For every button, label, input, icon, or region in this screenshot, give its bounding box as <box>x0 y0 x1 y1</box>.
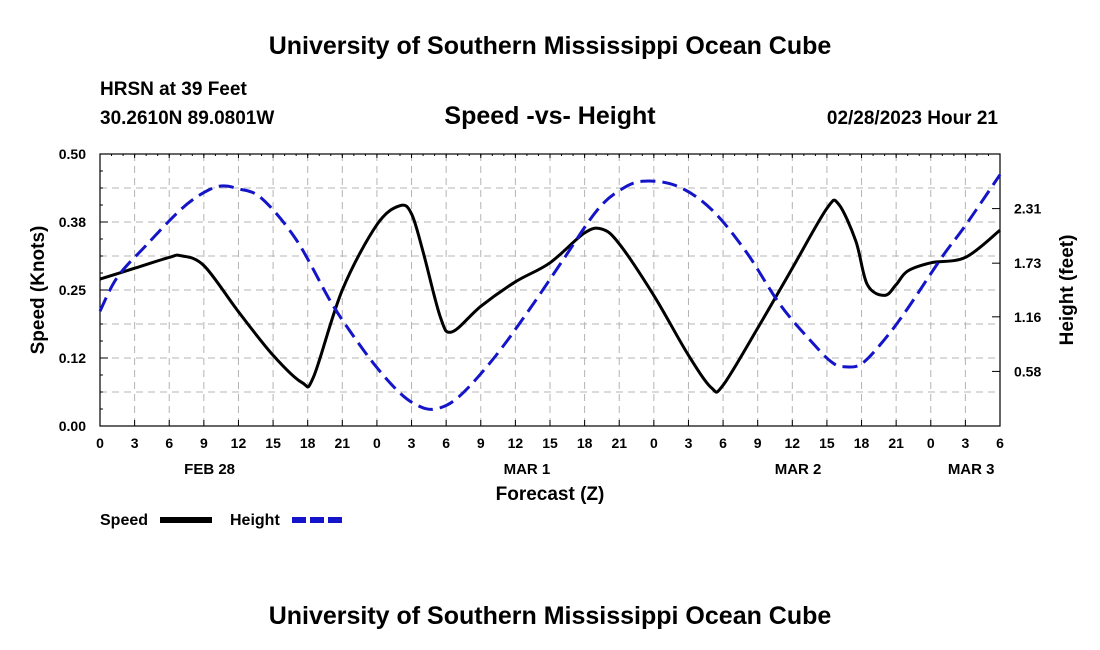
x-tick-label: 0 <box>927 435 935 451</box>
x-tick-label: 9 <box>200 435 208 451</box>
legend-speed-label: Speed <box>100 512 148 529</box>
location-label: 30.2610N 89.0801W <box>100 108 274 129</box>
x-tick-label: 21 <box>888 435 904 451</box>
y-left-tick-label: 0.50 <box>59 146 86 162</box>
axis-labels: 0 3 6 9 12 15 18 21 0 3 6 9 12 15 18 21 0 3 6 9 12 15 18 21 0 3 6F… <box>59 146 1042 478</box>
x-tick-label: 9 <box>754 435 762 451</box>
y-left-tick-label: 0.38 <box>59 214 86 230</box>
x-axis-title: Forecast (Z) <box>496 484 605 505</box>
chart-subtitle: Speed -vs- Height <box>444 102 656 130</box>
x-tick-label: 3 <box>685 435 693 451</box>
x-tick-label: 18 <box>854 435 870 451</box>
y-right-tick-label: 1.73 <box>1014 255 1041 271</box>
x-tick-label: 15 <box>819 435 835 451</box>
x-tick-label: 12 <box>231 435 247 451</box>
x-tick-label: 3 <box>131 435 139 451</box>
height-series-line <box>98 173 1002 411</box>
y-left-tick-label: 0.00 <box>59 418 86 434</box>
y-left-tick-label: 0.25 <box>59 282 86 298</box>
y-right-tick-label: 2.31 <box>1014 201 1041 217</box>
x-tick-label: 21 <box>335 435 351 451</box>
x-tick-label: 0 <box>373 435 381 451</box>
x-tick-label: 0 <box>650 435 658 451</box>
y-right-tick-label: 0.58 <box>1014 363 1041 379</box>
date-label: FEB 28 <box>184 461 235 478</box>
x-tick-label: 3 <box>408 435 416 451</box>
y-right-tick-label: 1.16 <box>1014 309 1041 325</box>
x-tick-label: 3 <box>961 435 969 451</box>
axis-ticks <box>99 153 1001 427</box>
x-tick-label: 18 <box>300 435 316 451</box>
x-tick-label: 6 <box>165 435 173 451</box>
legend-height-label: Height <box>230 512 280 529</box>
date-label: MAR 3 <box>948 461 995 478</box>
x-tick-label: 15 <box>265 435 281 451</box>
date-label: MAR 1 <box>504 461 551 478</box>
footer-title: University of Southern Mississippi Ocean… <box>269 602 832 630</box>
station-label: HRSN at 39 Feet <box>100 79 247 100</box>
legend: Speed Height <box>100 512 342 529</box>
x-tick-label: 6 <box>719 435 727 451</box>
forecast-datetime: 02/28/2023 Hour 21 <box>827 108 999 129</box>
x-tick-label: 12 <box>785 435 801 451</box>
x-tick-label: 9 <box>477 435 485 451</box>
date-label: MAR 2 <box>775 461 822 478</box>
speed-series-line <box>99 198 1001 394</box>
x-tick-label: 0 <box>96 435 104 451</box>
x-tick-label: 21 <box>611 435 627 451</box>
x-tick-label: 18 <box>577 435 593 451</box>
y-left-axis-title: Speed (Knots) <box>28 226 49 355</box>
x-tick-label: 12 <box>508 435 524 451</box>
y-left-tick-label: 0.12 <box>59 350 86 366</box>
chart-title: University of Southern Mississippi Ocean… <box>269 32 832 60</box>
x-tick-label: 6 <box>996 435 1004 451</box>
y-right-axis-title: Height (feet) <box>1057 235 1078 346</box>
x-tick-label: 6 <box>442 435 450 451</box>
series <box>98 173 1002 411</box>
x-tick-label: 15 <box>542 435 558 451</box>
